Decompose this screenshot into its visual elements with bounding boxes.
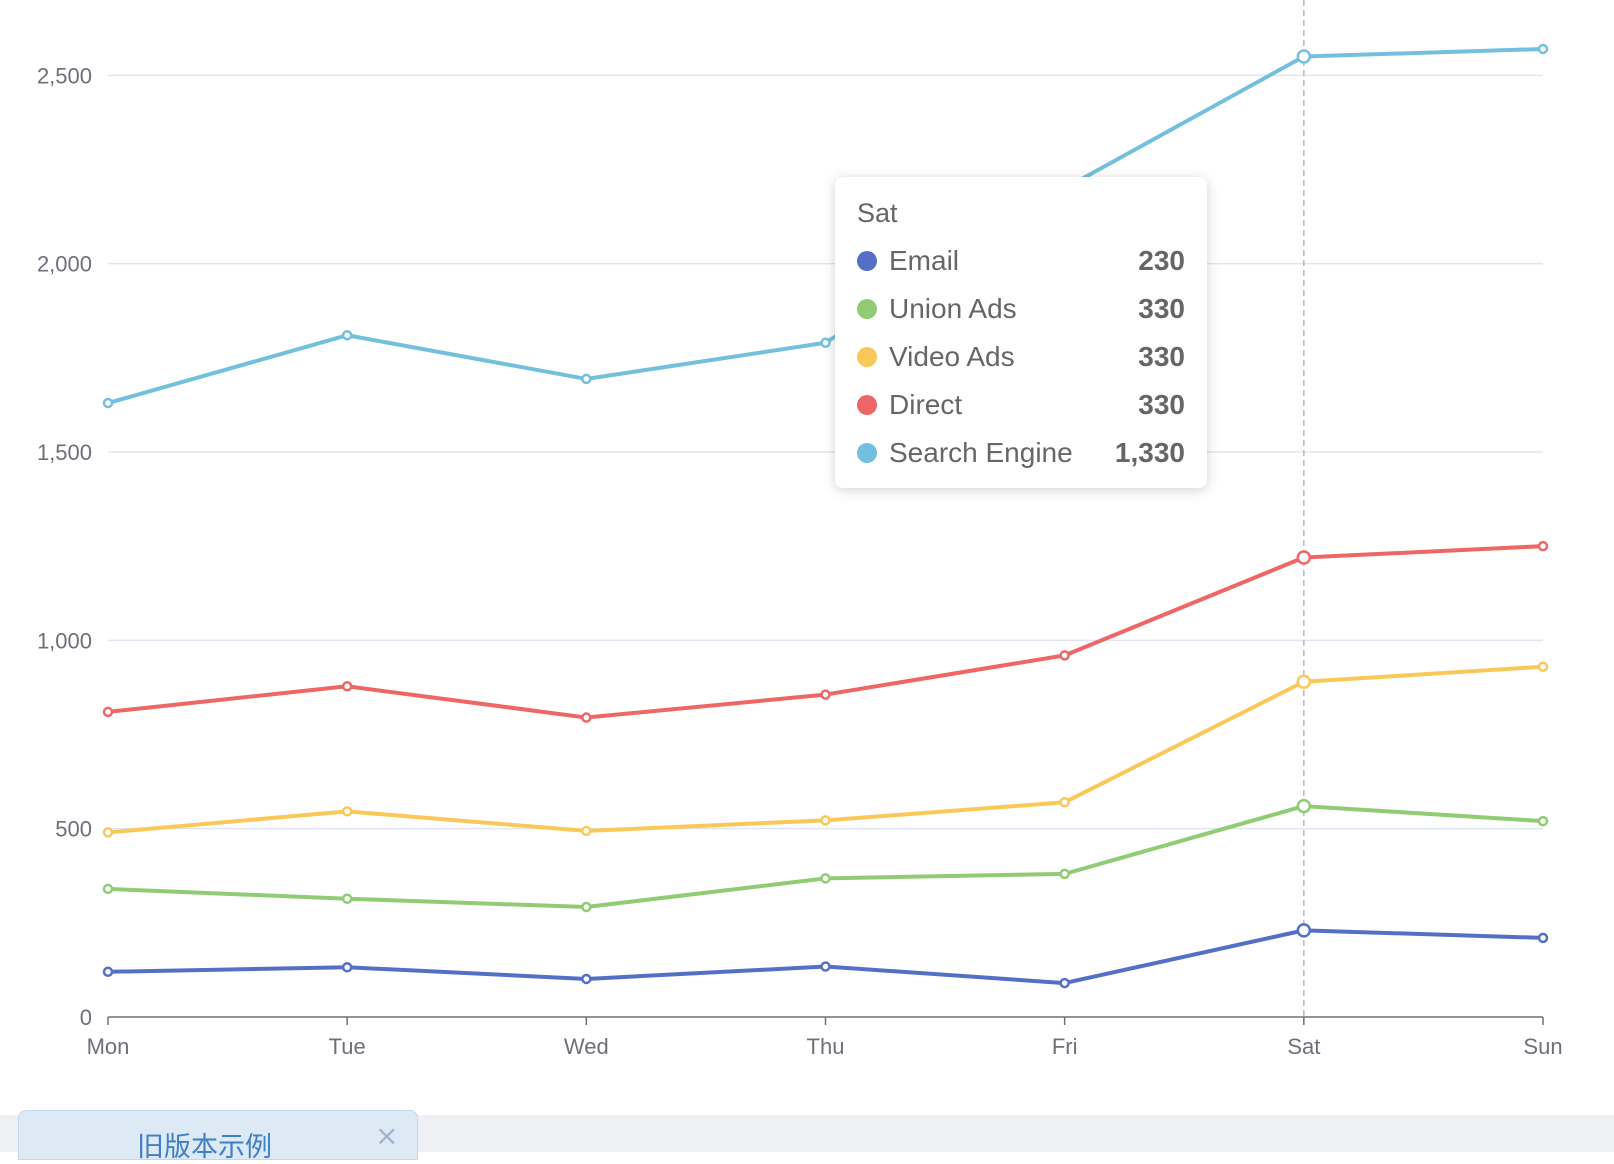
series-dot-icon — [857, 347, 877, 367]
data-point — [102, 827, 114, 838]
data-point — [820, 873, 831, 884]
data-point — [102, 966, 114, 978]
y-tick-label: 2,500 — [37, 63, 92, 88]
data-point — [341, 893, 353, 904]
data-point — [581, 901, 592, 913]
old-version-example-tab[interactable]: 旧版本示例 × — [18, 1110, 418, 1163]
data-point — [820, 689, 831, 700]
y-tick-label: 1,000 — [37, 628, 92, 653]
tooltip-series-name: Email — [889, 245, 960, 276]
line-chart: 0 500 1,000 1,500 2,000 2,500 Mon Tue Wed Thu Fri S… — [37, 0, 1563, 1059]
series-dot-icon — [857, 443, 877, 463]
data-point — [1296, 550, 1312, 565]
tooltip-row-email: Email 230 — [857, 237, 1185, 285]
data-point — [341, 806, 353, 817]
x-tick-label: Thu — [807, 1034, 845, 1059]
x-tick-label: Wed — [564, 1034, 609, 1059]
data-point — [1296, 674, 1312, 690]
data-point — [1059, 797, 1070, 808]
series-dot-icon — [857, 395, 877, 415]
data-point — [341, 329, 353, 341]
close-icon[interactable]: × — [375, 1119, 399, 1152]
data-point — [820, 337, 831, 349]
series-line-search-engine — [107, 46, 1544, 405]
data-point — [1059, 868, 1070, 880]
data-point — [1537, 661, 1549, 672]
series-dot-icon — [857, 299, 877, 319]
chart-tooltip: Sat Email 230 Union Ads 330 Video Ads 33… — [835, 177, 1207, 488]
data-point — [1537, 43, 1549, 55]
data-point — [102, 883, 114, 895]
data-point — [102, 706, 114, 718]
data-point — [1059, 650, 1070, 661]
data-point — [581, 825, 592, 837]
y-tick-label: 1,500 — [37, 440, 92, 465]
tooltip-row-video-ads: Video Ads 330 — [857, 333, 1185, 381]
tooltip-series-name: Video Ads — [889, 341, 1015, 372]
x-tick-label: Sat — [1287, 1034, 1320, 1059]
data-point — [1296, 923, 1312, 938]
data-point — [581, 973, 592, 985]
data-point — [341, 962, 353, 973]
y-tick-label: 0 — [80, 1005, 92, 1030]
x-tick-label: Tue — [329, 1034, 366, 1059]
tooltip-row-union-ads: Union Ads 330 — [857, 285, 1185, 333]
data-point — [1296, 798, 1312, 814]
data-point — [1537, 932, 1549, 944]
series-dot-icon — [857, 251, 877, 271]
data-point — [581, 712, 592, 723]
tooltip-series-name: Search Engine — [889, 437, 1073, 468]
y-tick-label: 2,000 — [37, 252, 92, 277]
y-tick-label: 500 — [55, 817, 92, 842]
data-point — [581, 373, 592, 385]
tooltip-series-value: 330 — [1138, 389, 1185, 420]
tooltip-row-direct: Direct 330 — [857, 381, 1185, 429]
tooltip-series-name: Direct — [889, 389, 963, 420]
data-point — [102, 397, 114, 409]
x-tick-label: Fri — [1052, 1034, 1078, 1059]
tooltip-row-search-engine: Search Engine 1,330 — [857, 429, 1185, 477]
data-point — [820, 815, 831, 826]
tooltip-series-value: 230 — [1138, 245, 1185, 276]
tooltip-series-value: 330 — [1138, 341, 1185, 372]
tooltip-series-value: 330 — [1138, 293, 1185, 324]
data-point — [1059, 977, 1070, 989]
data-point — [1296, 49, 1312, 64]
old-version-example-label: 旧版本示例 — [137, 1132, 272, 1163]
tooltip-series-name: Union Ads — [889, 293, 1017, 324]
series-line-email — [107, 928, 1544, 986]
x-tick-label: Sun — [1523, 1034, 1562, 1059]
data-point — [341, 681, 353, 692]
data-point — [1537, 540, 1549, 552]
tooltip-series-value: 1,330 — [1114, 437, 1185, 468]
data-point — [820, 961, 831, 972]
data-point — [1537, 815, 1549, 827]
tooltip-title: Sat — [857, 198, 898, 228]
x-tick-label: Mon — [87, 1034, 130, 1059]
